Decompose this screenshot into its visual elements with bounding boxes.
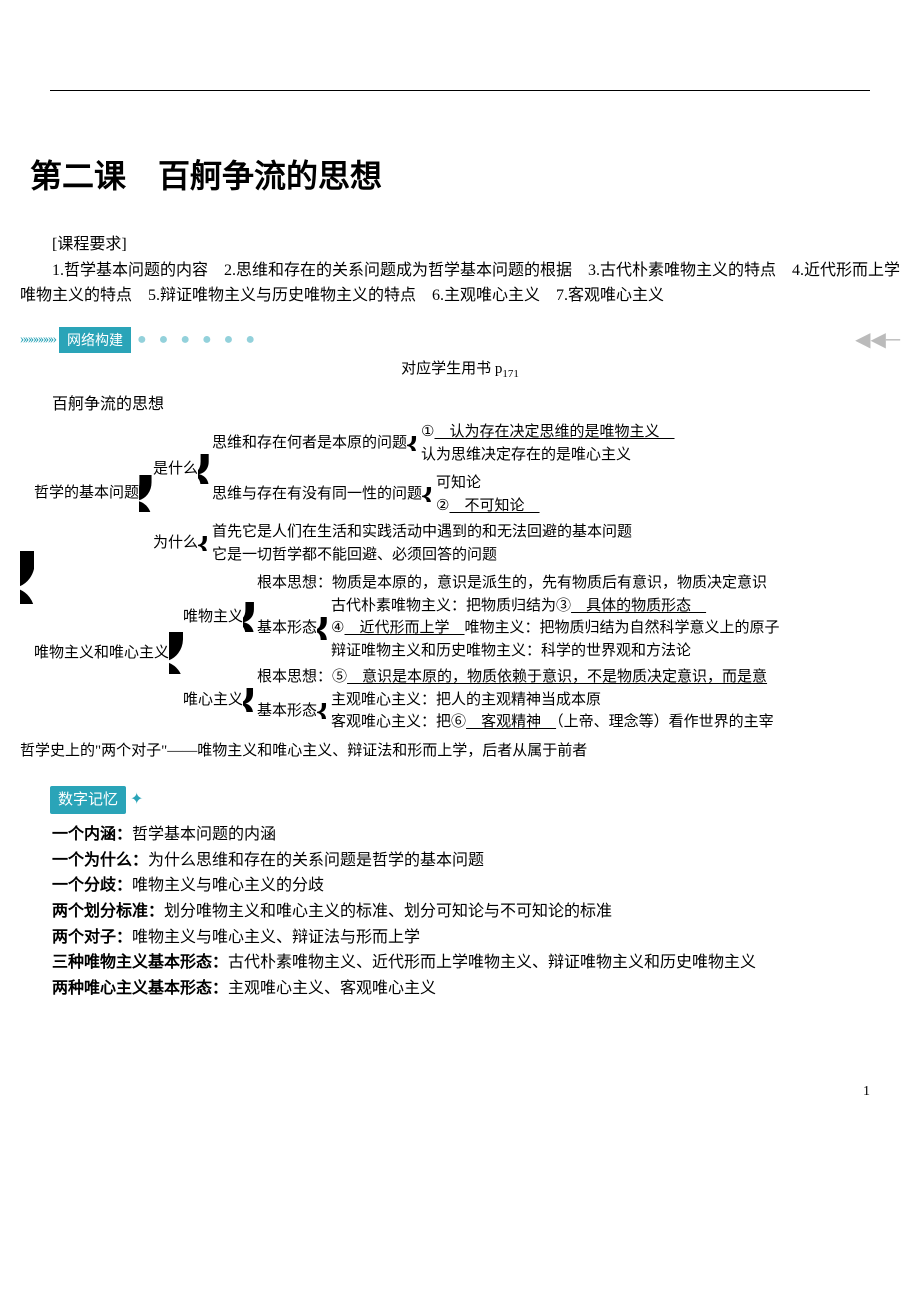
- tree-wu-forms-label: 基本形态: [257, 617, 317, 640]
- student-book-ref: 对应学生用书 p171: [20, 357, 900, 384]
- network-build-tag: 网络构建: [59, 327, 131, 353]
- mn-3: 一个分歧：唯物主义与唯心主义的分歧: [20, 873, 900, 899]
- tree-A1-b: 思维与存在有没有同一性的问题: [212, 483, 422, 506]
- tree-xin-root-a: 根本思想：⑤: [257, 669, 347, 685]
- tree-xin-forms-label: 基本形态: [257, 700, 317, 723]
- tree-A1-b1: 可知论: [436, 472, 539, 495]
- mn-5: 两个对子：唯物主义与唯心主义、辩证法与形而上学: [20, 925, 900, 951]
- tree-wu-label: 唯物主义: [183, 606, 243, 629]
- tree-B-label: 唯物主义和唯心主义: [34, 642, 169, 665]
- tree-wu-root: 根本思想：物质是本原的，意识是派生的，先有物质后有意识，物质决定意识: [257, 572, 780, 595]
- tree-A2-c1: 首先它是人们在生活和实践活动中遇到的和无法回避的基本问题: [212, 521, 632, 544]
- blank-2: 不可知论: [450, 498, 540, 514]
- tree-wu-f1a: 古代朴素唯物主义：把物质归结为③: [331, 598, 571, 614]
- tree-A2-c2: 它是一切哲学都不能回避、必须回答的问题: [212, 544, 632, 567]
- chevrons-icon: »»»»»»»: [20, 329, 55, 351]
- page-number: 1: [20, 1081, 900, 1103]
- mn-6: 三种唯物主义基本形态：古代朴素唯物主义、近代形而上学唯物主义、辩证唯物主义和历史…: [20, 950, 900, 976]
- end-arrow-icon: ◀◀─: [855, 324, 900, 356]
- blank-4: 近代形而上学: [345, 620, 465, 636]
- blank-2-num: ②: [436, 495, 449, 518]
- dots-line: ● ● ● ● ● ●: [137, 327, 855, 353]
- tree-A1-a2: 认为思维决定存在的是唯心主义: [421, 444, 674, 467]
- concept-tree: { 哲学的基本问题 { 是什么 { 思维和存在何者是本原的问题: [20, 421, 900, 762]
- requirements-body: 1.哲学基本问题的内容 2.思维和存在的关系问题成为哲学基本问题的根据 3.古代…: [20, 258, 900, 309]
- mnemonic-bar: 数字记忆: [50, 786, 126, 814]
- blank-4-num: ④: [331, 617, 344, 640]
- lesson-title: 第二课 百舸争流的思想: [20, 151, 900, 202]
- tree-xin-g1: 主观唯心主义：把人的主观精神当成本原: [331, 689, 774, 712]
- network-build-bar: »»»»»»» 网络构建 ● ● ● ● ● ● ◀◀─: [20, 329, 900, 351]
- tree-wu-f2b: 唯物主义：把物质归结为自然科学意义上的原子: [465, 620, 780, 636]
- tree-A-label: 哲学的基本问题: [34, 482, 139, 505]
- tree-xin-g2b: （上帝、理念等）看作世界的主宰: [556, 714, 774, 730]
- mn-2: 一个为什么：为什么思维和存在的关系问题是哲学的基本问题: [20, 848, 900, 874]
- blank-6: 客观精神: [466, 714, 556, 730]
- tree-xin-label: 唯心主义: [183, 689, 243, 712]
- blank-3: 具体的物质形态: [571, 598, 706, 614]
- mn-4: 两个划分标准：划分唯物主义和唯心主义的标准、划分可知论与不可知论的标准: [20, 899, 900, 925]
- mn-1: 一个内涵：哲学基本问题的内涵: [20, 822, 900, 848]
- tree-wu-f3: 辩证唯物主义和历史唯物主义：科学的世界观和方法论: [331, 640, 779, 663]
- requirements-head: [课程要求]: [20, 232, 900, 258]
- tree-A1-label: 是什么: [153, 458, 198, 481]
- tree-A1-a: 思维和存在何者是本原的问题: [212, 432, 407, 455]
- blank-5: 意识是本原的，物质依赖于意识，不是物质决定意识，而是意: [347, 669, 767, 685]
- blank-1: 认为存在决定思维的是唯物主义: [435, 424, 675, 440]
- mn-7: 两种唯心主义基本形态：主观唯心主义、客观唯心主义: [20, 976, 900, 1002]
- tree-footnote: 哲学史上的"两个对子"——唯物主义和唯心主义、辩证法和形而上学，后者从属于前者: [20, 740, 900, 763]
- tree-A2-label: 为什么: [153, 532, 198, 555]
- tree-title: 百舸争流的思想: [20, 392, 900, 418]
- star-icon: ✦: [130, 791, 143, 808]
- tree-xin-g2a: 客观唯心主义：把⑥: [331, 714, 466, 730]
- blank-1-num: ①: [421, 421, 434, 444]
